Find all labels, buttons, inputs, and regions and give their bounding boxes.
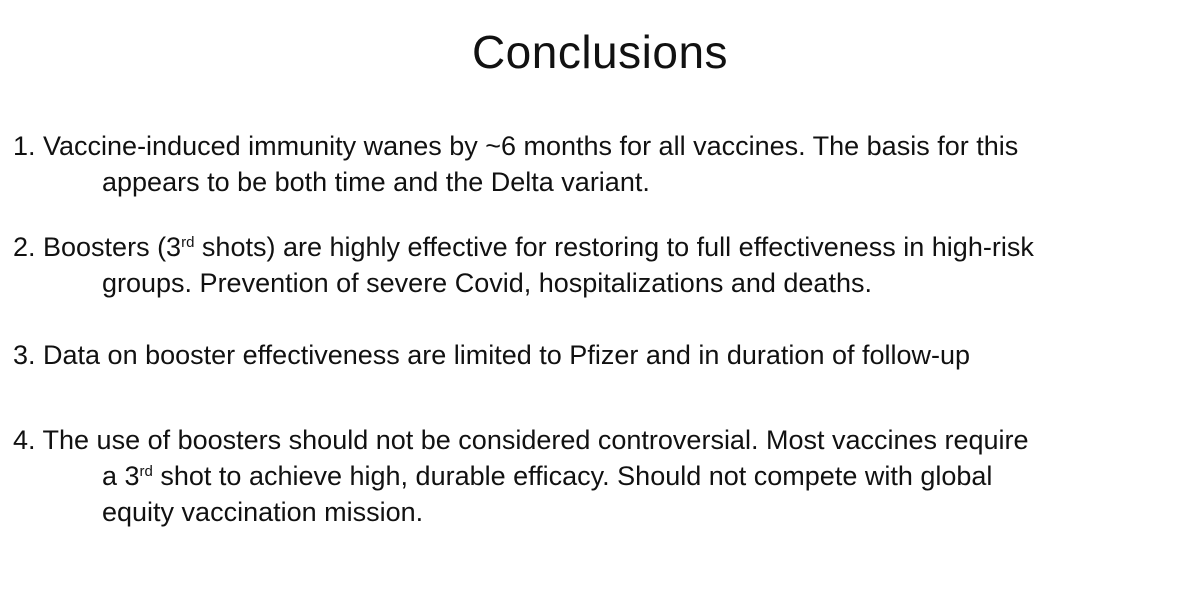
conclusion-2-line-2: groups. Prevention of severe Covid, hosp… — [102, 268, 872, 298]
conclusion-4-text-a: a 3 — [102, 461, 140, 491]
conclusion-item-2: 2. Boosters (3rd shots) are highly effec… — [13, 229, 1188, 301]
conclusion-item-1: 1. Vaccine-induced immunity wanes by ~6 … — [13, 128, 1188, 200]
conclusion-3-line-1: 3. Data on booster effectiveness are lim… — [13, 340, 971, 370]
conclusion-4-line-2: a 3rd shot to achieve high, durable effi… — [13, 458, 1188, 494]
conclusion-2-text-b: shots) are highly effective for restorin… — [194, 232, 1034, 262]
conclusion-item-3: 3. Data on booster effectiveness are lim… — [13, 337, 1188, 373]
conclusion-4-line-3: equity vaccination mission. — [102, 497, 424, 527]
conclusion-item-4: 4. The use of boosters should not be con… — [13, 422, 1188, 530]
conclusion-1-line-1: 1. Vaccine-induced immunity wanes by ~6 … — [13, 131, 1019, 161]
conclusion-4-line-1: 4. The use of boosters should not be con… — [13, 425, 1029, 455]
conclusion-4-text-b: shot to achieve high, durable efficacy. … — [152, 461, 993, 491]
ordinal-suffix: rd — [139, 463, 153, 480]
ordinal-suffix: rd — [181, 234, 195, 251]
slide-title: Conclusions — [471, 26, 729, 78]
conclusion-1-line-2: appears to be both time and the Delta va… — [102, 167, 650, 197]
conclusion-2-line-1: 2. Boosters (3rd shots) are highly effec… — [13, 229, 1188, 265]
conclusion-2-text-a: 2. Boosters (3 — [13, 232, 182, 262]
